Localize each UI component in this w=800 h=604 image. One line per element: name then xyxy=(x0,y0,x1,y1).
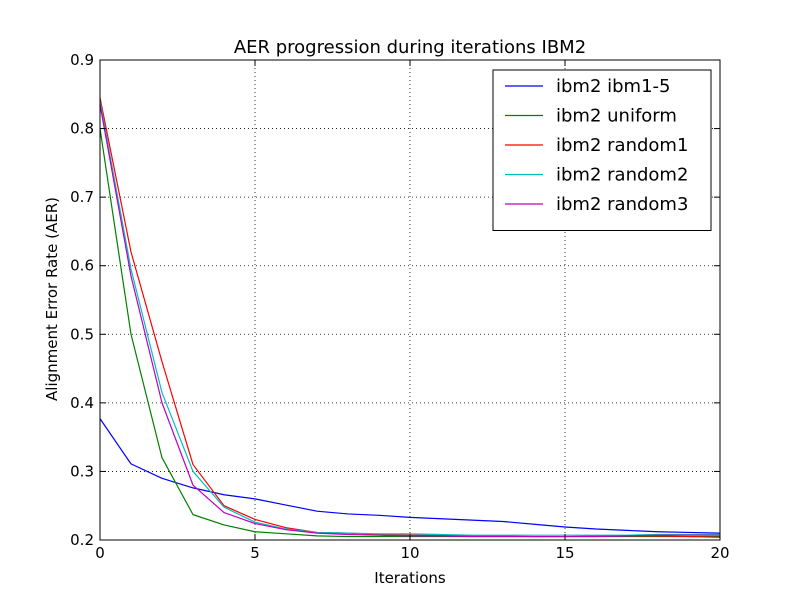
y-tick-label: 0.3 xyxy=(70,462,94,480)
legend-label: ibm2 random3 xyxy=(556,194,688,215)
x-tick-label: 15 xyxy=(555,544,574,562)
y-axis-label: Alignment Error Rate (AER) xyxy=(43,197,61,401)
y-tick-label: 0.7 xyxy=(70,188,94,206)
legend: ibm2 ibm1-5 ibm2 uniform ibm2 random1 ibm2 … xyxy=(492,69,712,231)
legend-label: ibm2 uniform xyxy=(556,106,677,127)
x-tick-label: 20 xyxy=(710,544,729,562)
y-tick-label: 0.6 xyxy=(70,257,94,275)
legend-label: ibm2 random1 xyxy=(556,135,688,156)
y-tick-label: 0.2 xyxy=(70,531,94,549)
x-tick-label: 0 xyxy=(95,544,105,562)
y-tick-label: 0.4 xyxy=(70,394,94,412)
x-tick-label: 10 xyxy=(400,544,419,562)
axis-ticks: 0 5 10 15 20 0.2 0.3 0.4 0.5 0.6 0.7 0.8 0.9 xyxy=(70,51,729,562)
legend-label: ibm2 ibm1-5 xyxy=(556,76,671,97)
y-tick-label: 0.5 xyxy=(70,325,94,343)
x-tick-label: 5 xyxy=(250,544,260,562)
x-axis-label: Iterations xyxy=(374,569,446,587)
legend-label: ibm2 random2 xyxy=(556,165,688,186)
y-tick-label: 0.8 xyxy=(70,120,94,138)
series-line-ibm2-random2 xyxy=(99,101,720,536)
series-line-ibm2-ibm1-5 xyxy=(99,418,721,534)
y-tick-label: 0.9 xyxy=(70,51,94,69)
chart-title: AER progression during iterations IBM2 xyxy=(234,37,586,58)
